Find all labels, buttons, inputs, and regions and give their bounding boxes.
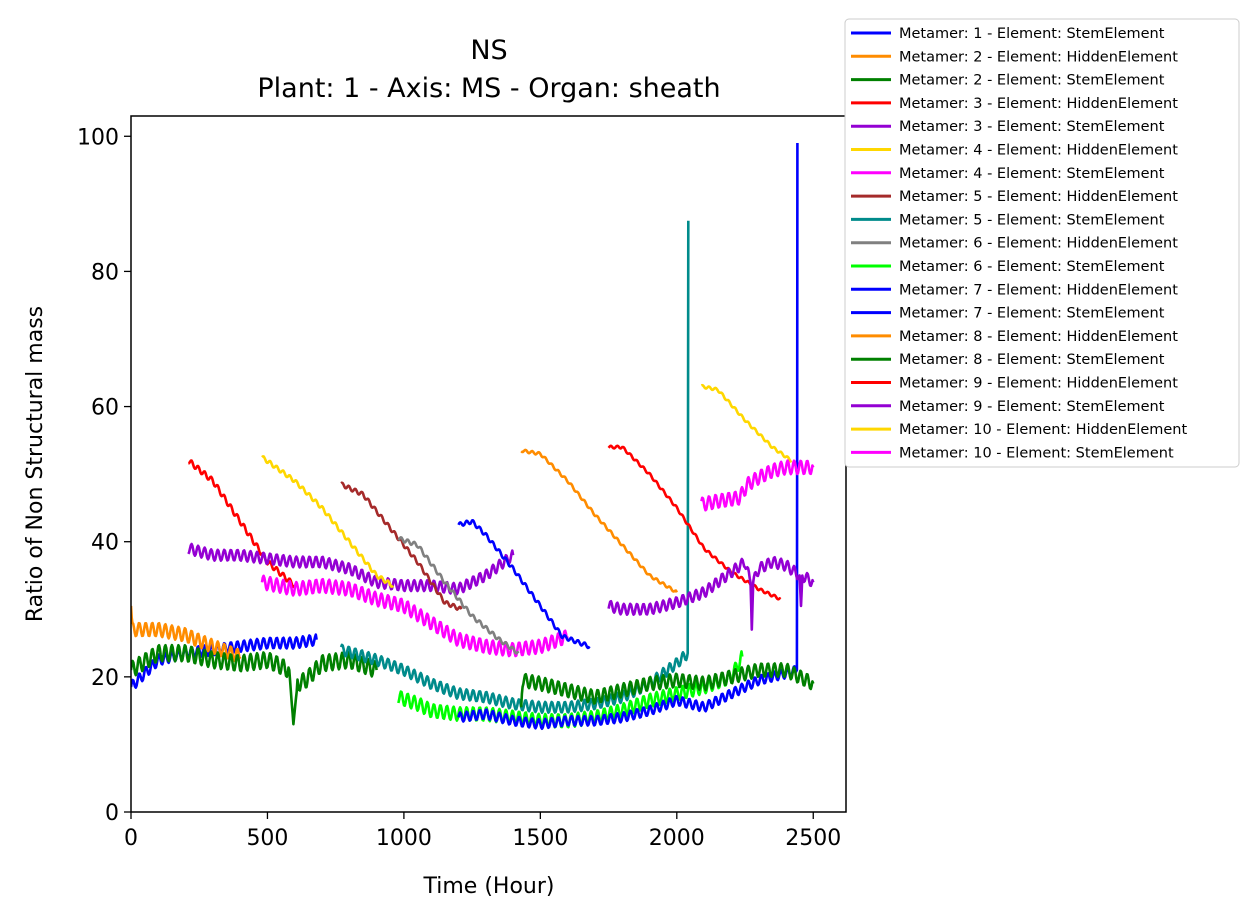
y-tick-label: 60 xyxy=(91,396,119,421)
legend-label: Metamer: 7 - Element: HiddenElement xyxy=(899,282,1178,298)
legend-label: Metamer: 6 - Element: HiddenElement xyxy=(899,236,1178,252)
series-line-17 xyxy=(607,556,815,631)
legend-label: Metamer: 2 - Element: HiddenElement xyxy=(899,49,1178,65)
series-line-15 xyxy=(519,662,815,708)
series-line-3 xyxy=(131,643,378,726)
legend-label: Metamer: 4 - Element: StemElement xyxy=(899,166,1165,182)
series-line-19 xyxy=(700,459,815,512)
legend-label: Metamer: 9 - Element: StemElement xyxy=(899,399,1165,415)
legend-label: Metamer: 2 - Element: StemElement xyxy=(899,73,1165,89)
legend-label: Metamer: 5 - Element: HiddenElement xyxy=(899,189,1178,205)
y-axis-label: Ratio of Non Structural mass xyxy=(23,306,48,622)
x-axis-label: Time (Hour) xyxy=(423,874,555,899)
series-line-8 xyxy=(340,481,463,611)
legend-label: Metamer: 3 - Element: HiddenElement xyxy=(899,96,1178,112)
series-line-13 xyxy=(457,142,799,730)
x-tick-label: 500 xyxy=(246,826,288,851)
legend: Metamer: 1 - Element: StemElement Metamer… xyxy=(844,18,1240,468)
x-tick-label: 2500 xyxy=(785,826,841,851)
series-line-10 xyxy=(397,536,520,655)
series-line-14 xyxy=(520,448,678,593)
chart-title: NS xyxy=(470,35,507,66)
x-tick-label: 0 xyxy=(124,826,138,851)
y-tick-label: 0 xyxy=(105,801,119,826)
y-tick-label: 40 xyxy=(91,531,119,556)
legend-label: Metamer: 8 - Element: StemElement xyxy=(899,352,1165,368)
y-tick-label: 100 xyxy=(77,125,119,150)
legend-frame xyxy=(844,18,1240,468)
legend-label: Metamer: 10 - Element: HiddenElement xyxy=(899,422,1187,438)
series-line-18 xyxy=(700,383,793,463)
series-line-2 xyxy=(131,605,242,663)
x-tick-label: 1500 xyxy=(512,826,568,851)
y-axis: 0 20 40 60 80 100 xyxy=(77,125,131,826)
x-tick-label: 1000 xyxy=(376,826,432,851)
legend-label: Metamer: 9 - Element: HiddenElement xyxy=(899,376,1178,392)
chart-subtitle: Plant: 1 - Axis: MS - Organ: sheath xyxy=(257,73,720,104)
legend-label: Metamer: 5 - Element: StemElement xyxy=(899,212,1165,228)
x-tick-label: 2000 xyxy=(649,826,705,851)
legend-label: Metamer: 10 - Element: StemElement xyxy=(899,445,1174,461)
series-line-4 xyxy=(187,459,296,589)
legend-label: Metamer: 6 - Element: StemElement xyxy=(899,259,1165,275)
y-tick-label: 20 xyxy=(91,666,119,691)
legend-label: Metamer: 3 - Element: StemElement xyxy=(899,119,1165,135)
y-tick-label: 80 xyxy=(91,260,119,285)
legend-label: Metamer: 7 - Element: StemElement xyxy=(899,306,1165,322)
legend-label: Metamer: 4 - Element: HiddenElement xyxy=(899,143,1178,159)
legend-label: Metamer: 8 - Element: HiddenElement xyxy=(899,329,1178,345)
x-axis: 0 500 1000 1500 2000 2500 xyxy=(124,812,841,851)
legend-label: Metamer: 1 - Element: StemElement xyxy=(899,26,1165,42)
series-line-6 xyxy=(261,455,395,588)
series-line-12 xyxy=(457,519,591,650)
series-layer xyxy=(131,142,815,730)
series-line-5 xyxy=(187,542,515,596)
